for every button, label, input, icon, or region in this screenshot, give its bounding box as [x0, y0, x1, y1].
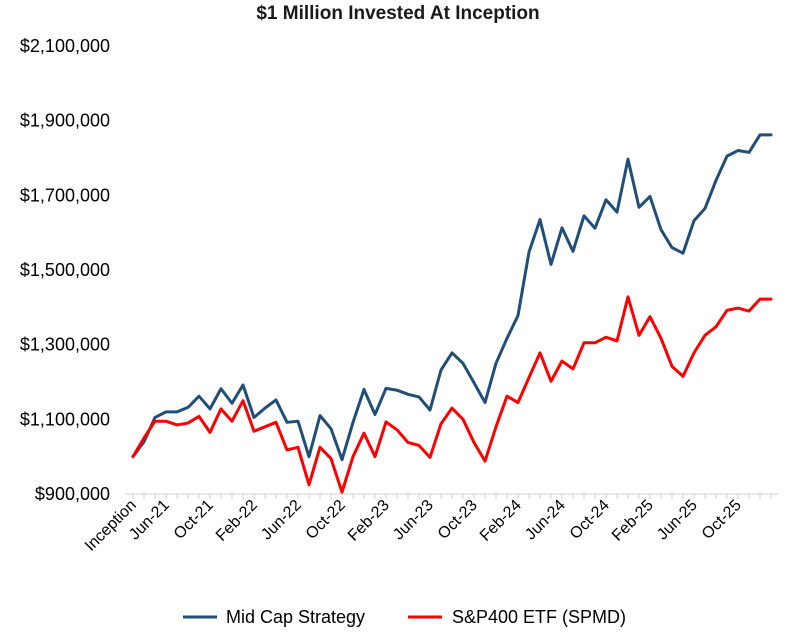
x-tick-label: Feb-22 — [213, 497, 261, 545]
x-tick-label: Jun-23 — [390, 497, 437, 544]
x-tick-label: Feb-24 — [477, 497, 525, 545]
series-line-mid-cap-strategy — [131, 133, 773, 462]
legend-label-sp400-etf: S&P400 ETF (SPMD) — [452, 607, 626, 627]
x-tick-label: Jun-22 — [258, 497, 305, 544]
y-tick-label: $1,700,000 — [20, 185, 110, 205]
x-tick-label: Oct-22 — [303, 497, 349, 543]
x-axis: InceptionJun-21Oct-21Feb-22Jun-22Oct-22F… — [82, 493, 778, 555]
series-line-sp400-etf — [131, 295, 773, 494]
series-layer — [131, 133, 773, 494]
y-tick-label: $900,000 — [35, 484, 110, 504]
y-tick-label: $1,100,000 — [20, 409, 110, 429]
x-tick-label: Feb-23 — [345, 497, 393, 545]
x-tick-label: Oct-23 — [435, 497, 481, 543]
y-tick-label: $1,300,000 — [20, 335, 110, 355]
x-tick-label: Oct-21 — [171, 497, 217, 543]
legend-label-mid-cap-strategy: Mid Cap Strategy — [226, 607, 365, 627]
y-axis: $900,000 $1,100,000 $1,300,000 $1,500,000 $1… — [20, 36, 110, 504]
x-tick-label: Feb-25 — [609, 497, 657, 545]
x-tick-label: Oct-25 — [699, 497, 745, 543]
y-tick-label: $1,900,000 — [20, 111, 110, 131]
chart-title: $1 Million Invested At Inception — [256, 3, 539, 24]
x-tick-label: Jun-25 — [654, 497, 701, 544]
y-tick-label: $1,500,000 — [20, 260, 110, 280]
x-tick-label: Oct-24 — [567, 497, 613, 543]
y-tick-label: $2,100,000 — [20, 36, 110, 56]
x-tick-label: Jun-24 — [522, 497, 569, 544]
legend: Mid Cap Strategy S&P400 ETF (SPMD) — [183, 607, 626, 627]
